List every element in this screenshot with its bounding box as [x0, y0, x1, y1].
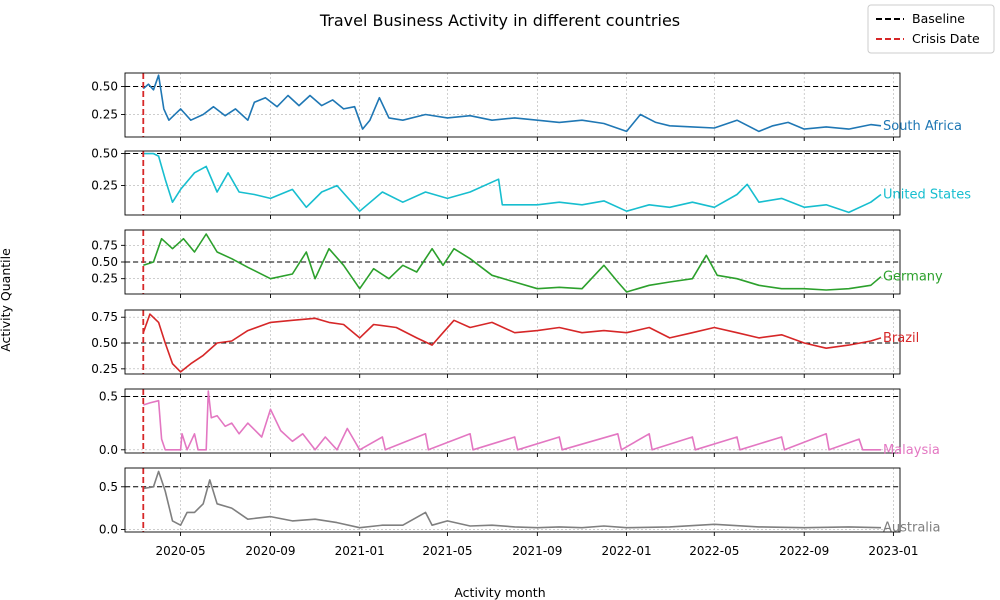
x-axis-ticks: 2020-05 2020-09 2021-01 2021-05 2021-09 2022-… — [155, 544, 918, 558]
y-tick-label: 0.5 — [99, 389, 118, 403]
x-tick-label: 2021-05 — [422, 544, 472, 558]
series-line — [143, 470, 882, 529]
legend-baseline-label: Baseline — [912, 11, 965, 26]
panel-united-states: 0.25 0.50 United States — [91, 147, 971, 219]
x-tick-label: 2020-05 — [155, 544, 205, 558]
panel-frame — [124, 72, 901, 138]
panel-frame — [124, 467, 901, 533]
legend-crisis-label: Crisis Date — [912, 31, 980, 46]
panels: 0.25 0.50 South Africa 0.25 0.50 United State… — [91, 72, 971, 536]
chart-title: Travel Business Activity in different co… — [319, 11, 680, 30]
x-tick-label: 2023-01 — [868, 544, 918, 558]
series-label: Germany — [883, 270, 943, 285]
series-label: Malaysia — [883, 443, 940, 458]
legend-frame — [867, 4, 995, 54]
panel-south-africa: 0.25 0.50 South Africa — [91, 72, 962, 141]
y-tick-label: 0.25 — [91, 362, 118, 376]
series-line — [143, 390, 881, 451]
series-line — [142, 74, 882, 133]
series-line — [142, 313, 882, 373]
y-tick-label: 0.50 — [91, 255, 118, 269]
series-label: Brazil — [883, 331, 919, 346]
y-tick-label: 0.25 — [91, 108, 118, 122]
y-tick-label: 0.0 — [99, 522, 118, 536]
panel-germany: 0.25 0.50 0.75 Germany — [91, 229, 943, 298]
panel-frame — [124, 388, 901, 454]
y-tick-label: 0.0 — [99, 443, 118, 457]
y-tick-label: 0.50 — [91, 147, 118, 161]
x-tick-label: 2022-09 — [779, 544, 829, 558]
panel-australia: 0.0 0.5 Australia — [99, 467, 941, 536]
x-tick-label: 2022-01 — [601, 544, 651, 558]
x-axis-label: Activity month — [454, 585, 545, 600]
y-tick-label: 0.25 — [91, 272, 118, 286]
series-line — [143, 152, 882, 214]
panel-brazil: 0.25 0.50 0.75 Brazil — [91, 309, 919, 378]
y-tick-label: 0.75 — [91, 310, 118, 324]
y-tick-label: 0.25 — [91, 179, 118, 193]
y-tick-label: 0.50 — [91, 336, 118, 350]
y-tick-label: 0.50 — [91, 79, 118, 93]
x-tick-label: 2022-05 — [689, 544, 739, 558]
y-tick-label: 0.5 — [99, 480, 118, 494]
panel-frame — [124, 309, 901, 375]
panel-malaysia: 0.0 0.5 Malaysia — [99, 388, 940, 458]
series-label: Australia — [883, 521, 941, 536]
series-line — [143, 233, 882, 293]
x-tick-label: 2021-09 — [512, 544, 562, 558]
y-axis-label: Activity Quantile — [0, 248, 13, 352]
x-tick-label: 2020-09 — [245, 544, 295, 558]
x-tick-label: 2021-01 — [335, 544, 385, 558]
legend: Baseline Crisis Date — [867, 4, 995, 54]
y-tick-label: 0.75 — [91, 238, 118, 252]
panel-frame — [124, 150, 901, 216]
series-label: United States — [883, 188, 971, 203]
series-label: South Africa — [883, 119, 962, 134]
